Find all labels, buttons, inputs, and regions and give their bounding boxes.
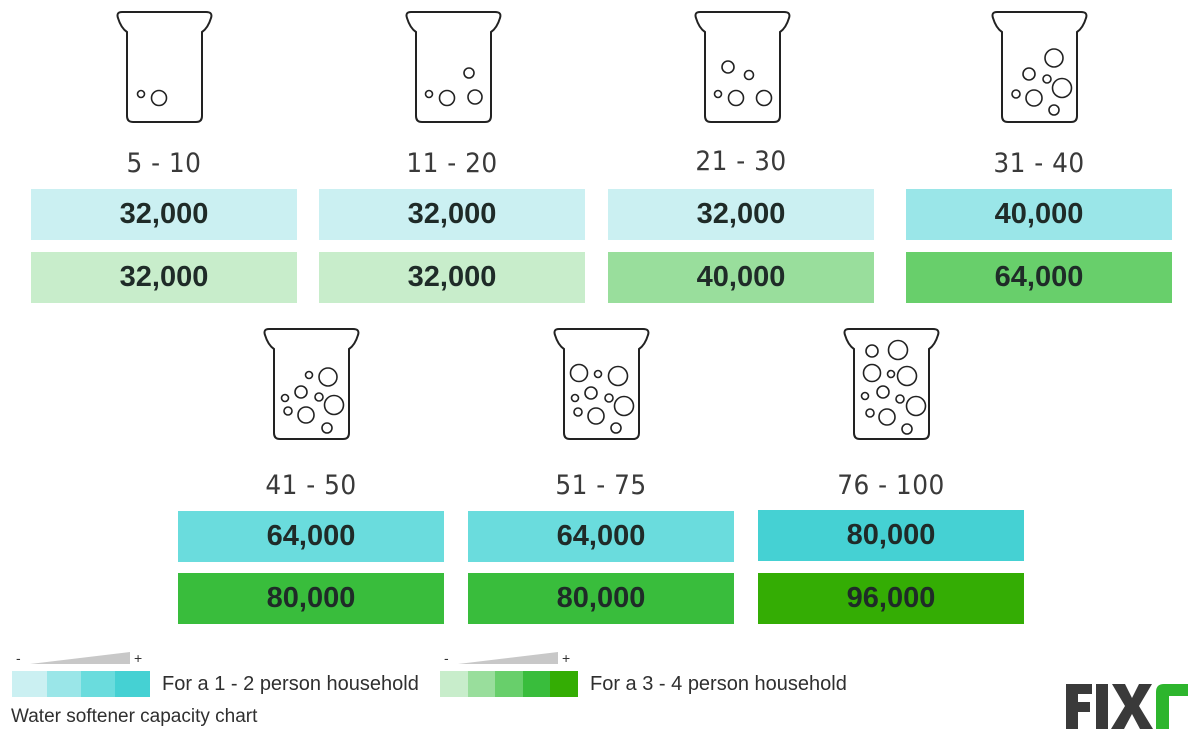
legend-minus-sign: - bbox=[16, 650, 21, 666]
swatch bbox=[81, 671, 115, 697]
beaker-icon-11-20 bbox=[405, 11, 502, 124]
beaker-icon-5-10 bbox=[116, 11, 213, 124]
swatch bbox=[115, 671, 150, 697]
capacity-large-household: 32,000 bbox=[319, 252, 585, 303]
capacity-large-household: 96,000 bbox=[758, 573, 1024, 624]
capacity-large-household: 80,000 bbox=[178, 573, 444, 624]
legend-minus-sign: - bbox=[444, 650, 449, 666]
capacity-large-household: 80,000 bbox=[468, 573, 734, 624]
legend-teal-scale bbox=[12, 671, 150, 697]
capacity-large-household: 40,000 bbox=[608, 252, 874, 303]
beaker-icon-41-50 bbox=[263, 328, 360, 441]
gradient-wedge-icon bbox=[458, 652, 558, 664]
swatch bbox=[468, 671, 495, 697]
hardness-range-label: 41 - 50 bbox=[265, 470, 357, 501]
capacity-large-household: 32,000 bbox=[31, 252, 297, 303]
hardness-range-label: 21 - 30 bbox=[695, 146, 787, 177]
legend-plus-sign: + bbox=[562, 650, 571, 666]
swatch bbox=[495, 671, 523, 697]
beaker-icon-21-30 bbox=[694, 11, 791, 124]
capacity-small-household: 64,000 bbox=[468, 511, 734, 562]
hardness-range-label: 76 - 100 bbox=[837, 470, 945, 501]
hardness-range-label: 51 - 75 bbox=[555, 470, 647, 501]
legend-plus-sign: + bbox=[134, 650, 143, 666]
beaker-icon-51-75 bbox=[553, 328, 650, 441]
capacity-small-household: 80,000 bbox=[758, 510, 1024, 561]
capacity-small-household: 32,000 bbox=[319, 189, 585, 240]
hardness-range-label: 11 - 20 bbox=[406, 148, 498, 179]
beaker-icon-31-40 bbox=[991, 11, 1088, 124]
swatch bbox=[523, 671, 550, 697]
legend-label-large-household: For a 3 - 4 person household bbox=[590, 673, 847, 695]
capacity-small-household: 64,000 bbox=[178, 511, 444, 562]
capacity-small-household: 40,000 bbox=[906, 189, 1172, 240]
legend-green-scale bbox=[440, 671, 578, 697]
legend-label-small-household: For a 1 - 2 person household bbox=[162, 673, 419, 695]
capacity-large-household: 64,000 bbox=[906, 252, 1172, 303]
hardness-range-label: 5 - 10 bbox=[126, 148, 202, 179]
chart-caption: Water softener capacity chart bbox=[11, 706, 258, 727]
swatch bbox=[12, 671, 47, 697]
swatch bbox=[550, 671, 578, 697]
beaker-icon-76-100 bbox=[843, 328, 940, 441]
swatch bbox=[440, 671, 468, 697]
gradient-wedge-icon bbox=[30, 652, 130, 664]
capacity-small-household: 32,000 bbox=[608, 189, 874, 240]
capacity-small-household: 32,000 bbox=[31, 189, 297, 240]
fixr-logo-icon bbox=[1066, 684, 1188, 729]
swatch bbox=[47, 671, 81, 697]
hardness-range-label: 31 - 40 bbox=[993, 148, 1085, 179]
